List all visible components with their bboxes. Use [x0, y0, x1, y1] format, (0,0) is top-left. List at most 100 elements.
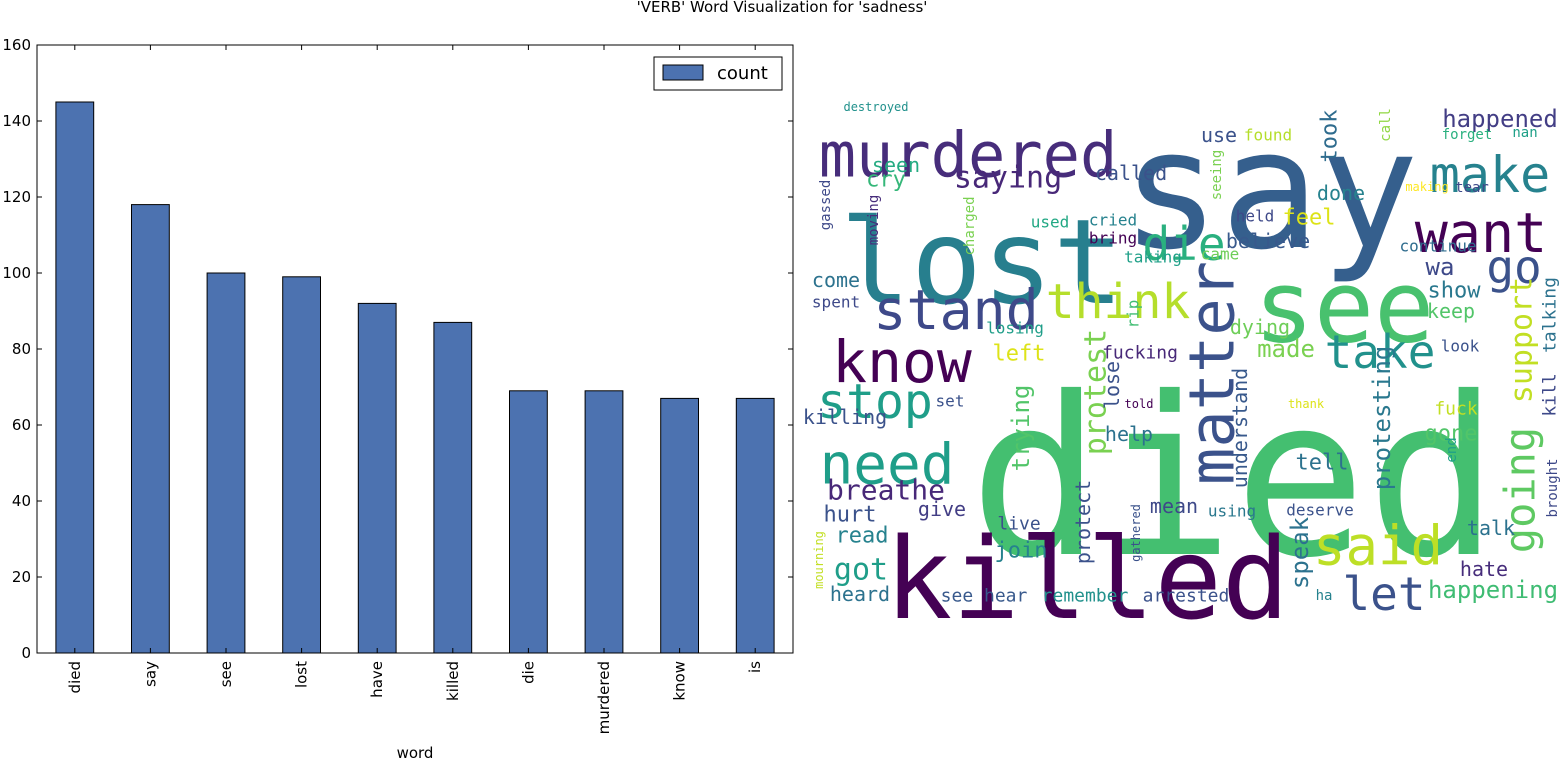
cloud-word: let — [1342, 567, 1425, 621]
y-tick-label: 160 — [2, 36, 31, 54]
y-tick-label: 0 — [21, 644, 31, 662]
cloud-word: got — [834, 553, 888, 588]
cloud-word: happened — [1442, 105, 1558, 133]
cloud-word: protest — [1079, 329, 1114, 455]
cloud-word: remember — [1042, 586, 1129, 607]
cloud-word: see hear — [941, 586, 1028, 607]
cloud-word: end — [1444, 437, 1460, 462]
cloud-word: die — [1142, 217, 1225, 271]
cloud-word: protect — [1071, 480, 1095, 564]
cloud-word: brought — [1545, 458, 1561, 517]
cloud-word: stand — [873, 278, 1039, 342]
bar-is — [735, 397, 775, 654]
cloud-word: believe — [1226, 229, 1310, 253]
cloud-word: gassed — [818, 180, 834, 231]
cloud-word: trying — [1007, 385, 1035, 472]
cloud-word: found — [1244, 126, 1292, 145]
x-tick-label: say — [141, 661, 159, 687]
legend-swatch — [662, 64, 704, 81]
bar-murdered — [584, 390, 624, 654]
x-tick-label: killed — [444, 661, 462, 701]
x-axis-label: word — [397, 744, 434, 762]
cloud-word: tear — [1455, 180, 1489, 196]
cloud-word: kill — [1540, 373, 1561, 416]
bar-know — [660, 397, 700, 654]
cloud-word: think — [1046, 274, 1191, 330]
cloud-word: wa — [1426, 253, 1455, 281]
bar-die — [509, 390, 548, 654]
y-tick-label: 60 — [12, 416, 31, 434]
cloud-word: destroyed — [843, 100, 908, 114]
cloud-word: thank — [1288, 397, 1325, 411]
legend-label: count — [717, 63, 768, 84]
cloud-word: breathe — [827, 474, 945, 507]
cloud-word: stop — [817, 374, 933, 430]
cloud-word: see — [1254, 249, 1435, 366]
bar-see — [206, 272, 246, 654]
bars-group — [55, 101, 775, 654]
y-tick-label: 80 — [12, 340, 31, 358]
cloud-word: cry — [866, 168, 906, 193]
bar-say — [131, 204, 170, 654]
cloud-word: need — [820, 433, 955, 498]
cloud-word: charged — [962, 196, 978, 255]
cloud-word: come — [812, 268, 860, 292]
cloud-word: protesting — [1368, 346, 1396, 491]
bar-chart: 0 20 40 60 80 100 120 140 160 died say see lost have… — [2, 36, 794, 762]
figure-title: 'VERB' Word Visualization for 'sadness' — [637, 0, 928, 16]
bar-died — [55, 101, 95, 654]
bar-lost — [282, 276, 322, 654]
cloud-word: killing — [803, 405, 887, 429]
y-tick-label: 120 — [2, 188, 31, 206]
x-tick-label: see — [217, 661, 235, 687]
word-cloud: saydiedlostkilledseemurderedmatterwantma… — [803, 94, 1561, 645]
y-tick-label: 20 — [12, 568, 31, 586]
cloud-word: happening — [1428, 576, 1558, 604]
cloud-word: make — [1430, 146, 1550, 204]
cloud-word: gone — [1425, 422, 1478, 447]
cloud-word: lost — [840, 193, 1124, 331]
cloud-word: lose — [1100, 361, 1124, 409]
cloud-word: murdered — [819, 119, 1118, 192]
cloud-word: going — [1496, 427, 1545, 553]
cloud-word: arrested — [1143, 586, 1230, 607]
cloud-word: want — [1415, 201, 1547, 265]
x-axis: died say see lost have killed die murdered know i… — [66, 45, 764, 734]
x-tick-label: murdered — [595, 661, 613, 734]
cloud-word: ha — [1316, 588, 1333, 604]
cloud-word: using — [1208, 502, 1256, 521]
cloud-word: call — [1378, 108, 1394, 142]
cloud-word: came — [1201, 245, 1240, 264]
x-tick-label: is — [746, 661, 764, 673]
x-tick-label: died — [66, 661, 84, 693]
cloud-word: hurt — [824, 503, 877, 528]
cloud-word: left — [993, 342, 1046, 367]
x-tick-label: have — [368, 661, 386, 698]
cloud-word: hate — [1460, 557, 1508, 581]
cloud-word: held — [1236, 207, 1275, 226]
cloud-word: look — [1441, 337, 1480, 356]
cloud-word: made — [1257, 335, 1315, 363]
cloud-word: seeing — [1209, 150, 1225, 201]
cloud-word: matter — [1176, 261, 1249, 485]
cloud-word: mourning — [812, 531, 826, 589]
cloud-word: deserve — [1286, 501, 1353, 520]
cloud-word: use — [1201, 123, 1237, 147]
y-tick-label: 140 — [2, 112, 31, 130]
cloud-word: seen — [872, 153, 920, 177]
cloud-word: go — [1486, 240, 1541, 294]
cloud-word: done — [1317, 181, 1365, 205]
cloud-word: tell — [1296, 451, 1349, 476]
y-axis: 0 20 40 60 80 100 120 140 160 — [2, 36, 793, 662]
cloud-word: cried — [1089, 211, 1137, 230]
cloud-word: fucking — [1102, 343, 1178, 364]
cloud-word: taking — [1124, 248, 1182, 267]
x-tick-label: know — [671, 661, 689, 701]
cloud-word: dying — [1230, 315, 1290, 339]
cloud-word: gathered — [1129, 504, 1143, 562]
cloud-word: say — [1121, 94, 1419, 286]
cloud-word: making — [1405, 180, 1448, 194]
cloud-word: mean — [1150, 494, 1198, 518]
cloud-word: nan — [1512, 125, 1537, 141]
